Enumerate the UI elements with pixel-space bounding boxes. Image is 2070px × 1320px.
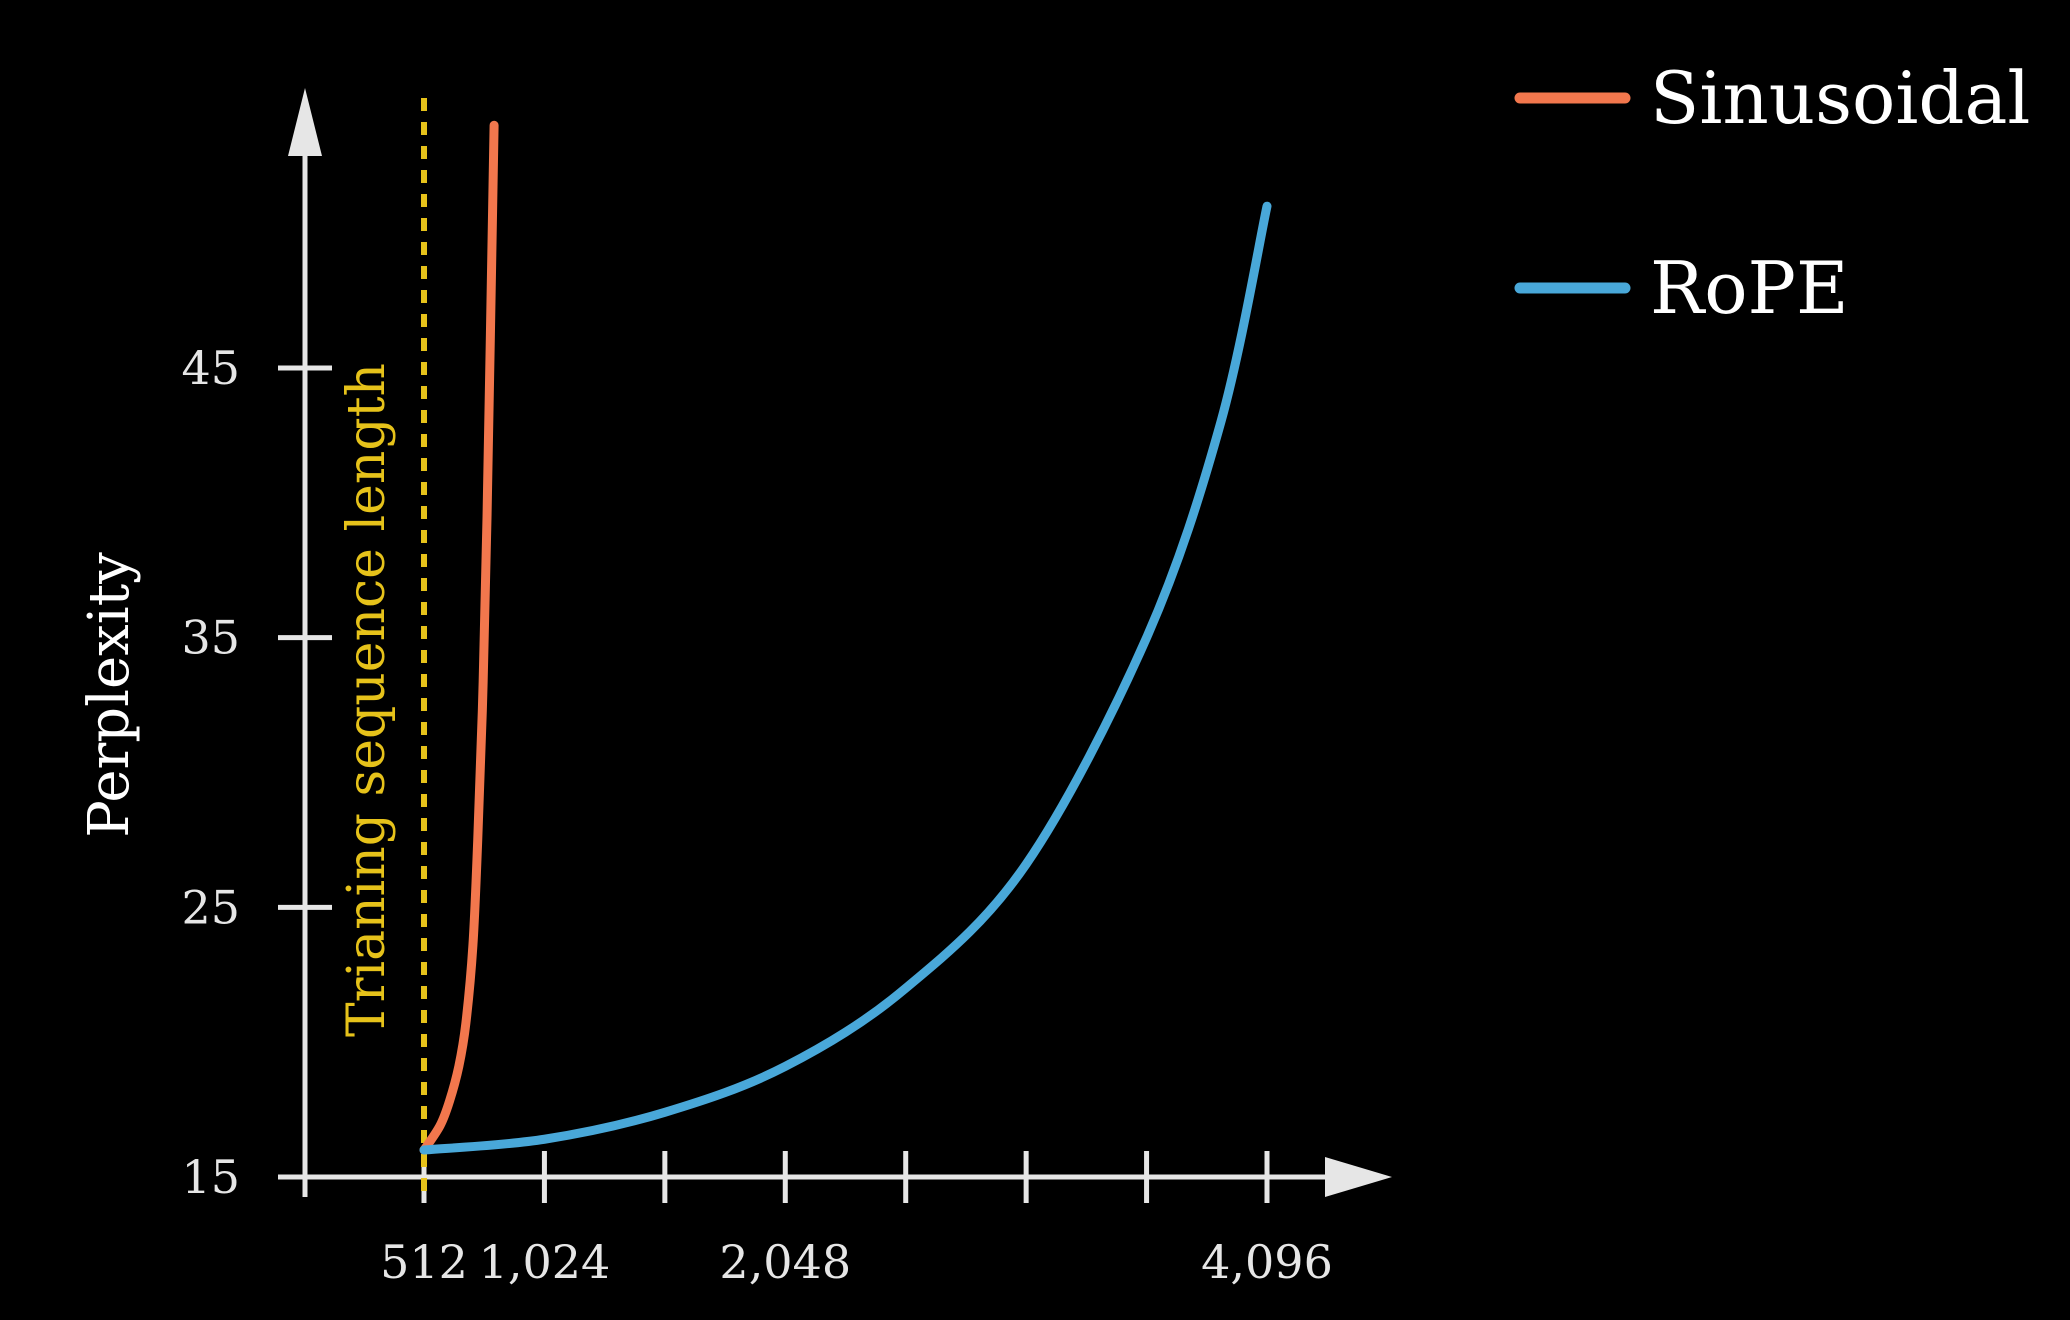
y-axis-arrow [288, 88, 322, 156]
x-tick-label: 1,024 [479, 1235, 611, 1289]
y-tick-label: 25 [181, 880, 240, 934]
ticks: 512 1,024 2,048 4,096 15 25 35 45 [181, 341, 1332, 1289]
x-axis-arrow [1325, 1157, 1392, 1197]
training-length-label: Trianing sequence length [337, 363, 397, 1037]
y-axis-label: Perplexity [77, 552, 142, 838]
y-tick-label: 15 [181, 1150, 240, 1204]
axes [278, 88, 1392, 1197]
x-tick-label: 2,048 [719, 1235, 851, 1289]
series-line-sinusoidal [419, 120, 499, 1155]
series-line-rope [419, 201, 1272, 1155]
legend-label-rope: RoPE [1650, 246, 1849, 330]
annotation-layer: Trianing sequence length [337, 98, 427, 1195]
y-tick-label: 45 [181, 341, 240, 395]
x-tick-label: 512 [380, 1235, 468, 1289]
legend-label-sinusoidal: Sinusoidal [1650, 56, 2030, 140]
legend: Sinusoidal RoPE [1514, 56, 2030, 330]
y-tick-label: 35 [181, 611, 240, 665]
x-tick-label: 4,096 [1201, 1235, 1333, 1289]
series-layer [419, 120, 1272, 1155]
